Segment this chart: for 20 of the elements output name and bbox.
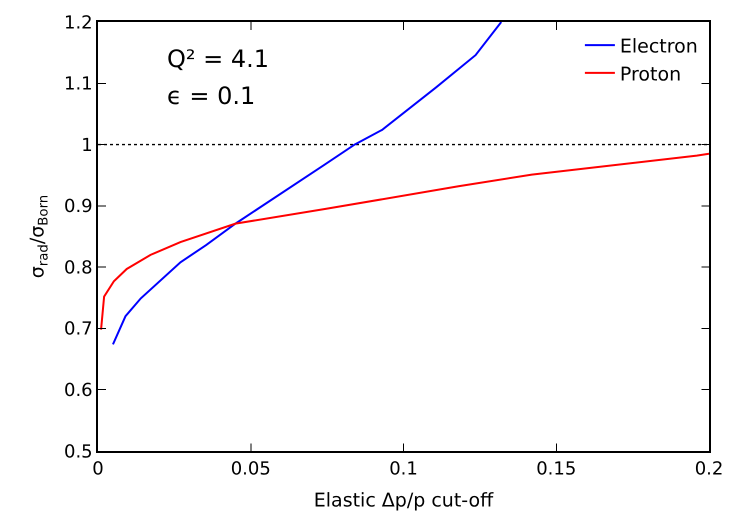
y-tick-label: 0.7 xyxy=(64,318,93,340)
line-series xyxy=(112,22,502,346)
legend-label: Electron xyxy=(620,36,698,58)
y-tick-label: 1 xyxy=(81,134,93,156)
x-tick-label: 0.05 xyxy=(230,458,271,480)
x-tick-label: 0.15 xyxy=(536,458,576,480)
x-tick-label: 0.2 xyxy=(694,458,724,480)
y-tick-label: 1.2 xyxy=(64,12,93,34)
annotation: ϵ = 0.1 xyxy=(167,82,256,110)
y-tick-label: 0.6 xyxy=(64,380,93,402)
annotation: Q² = 4.1 xyxy=(167,45,270,73)
x-axis-title: Elastic Δp/p cut-off xyxy=(314,490,494,512)
y-tick-label: 0.5 xyxy=(64,441,93,462)
line-series xyxy=(100,152,709,331)
y-tick-label: 0.8 xyxy=(64,257,93,278)
y-tick-label: 0.9 xyxy=(64,196,93,218)
x-tick-label: 0 xyxy=(92,458,104,480)
legend-label: Proton xyxy=(620,63,682,86)
y-tick-label: 1.1 xyxy=(64,74,93,95)
x-tick-label: 0.1 xyxy=(389,458,418,480)
